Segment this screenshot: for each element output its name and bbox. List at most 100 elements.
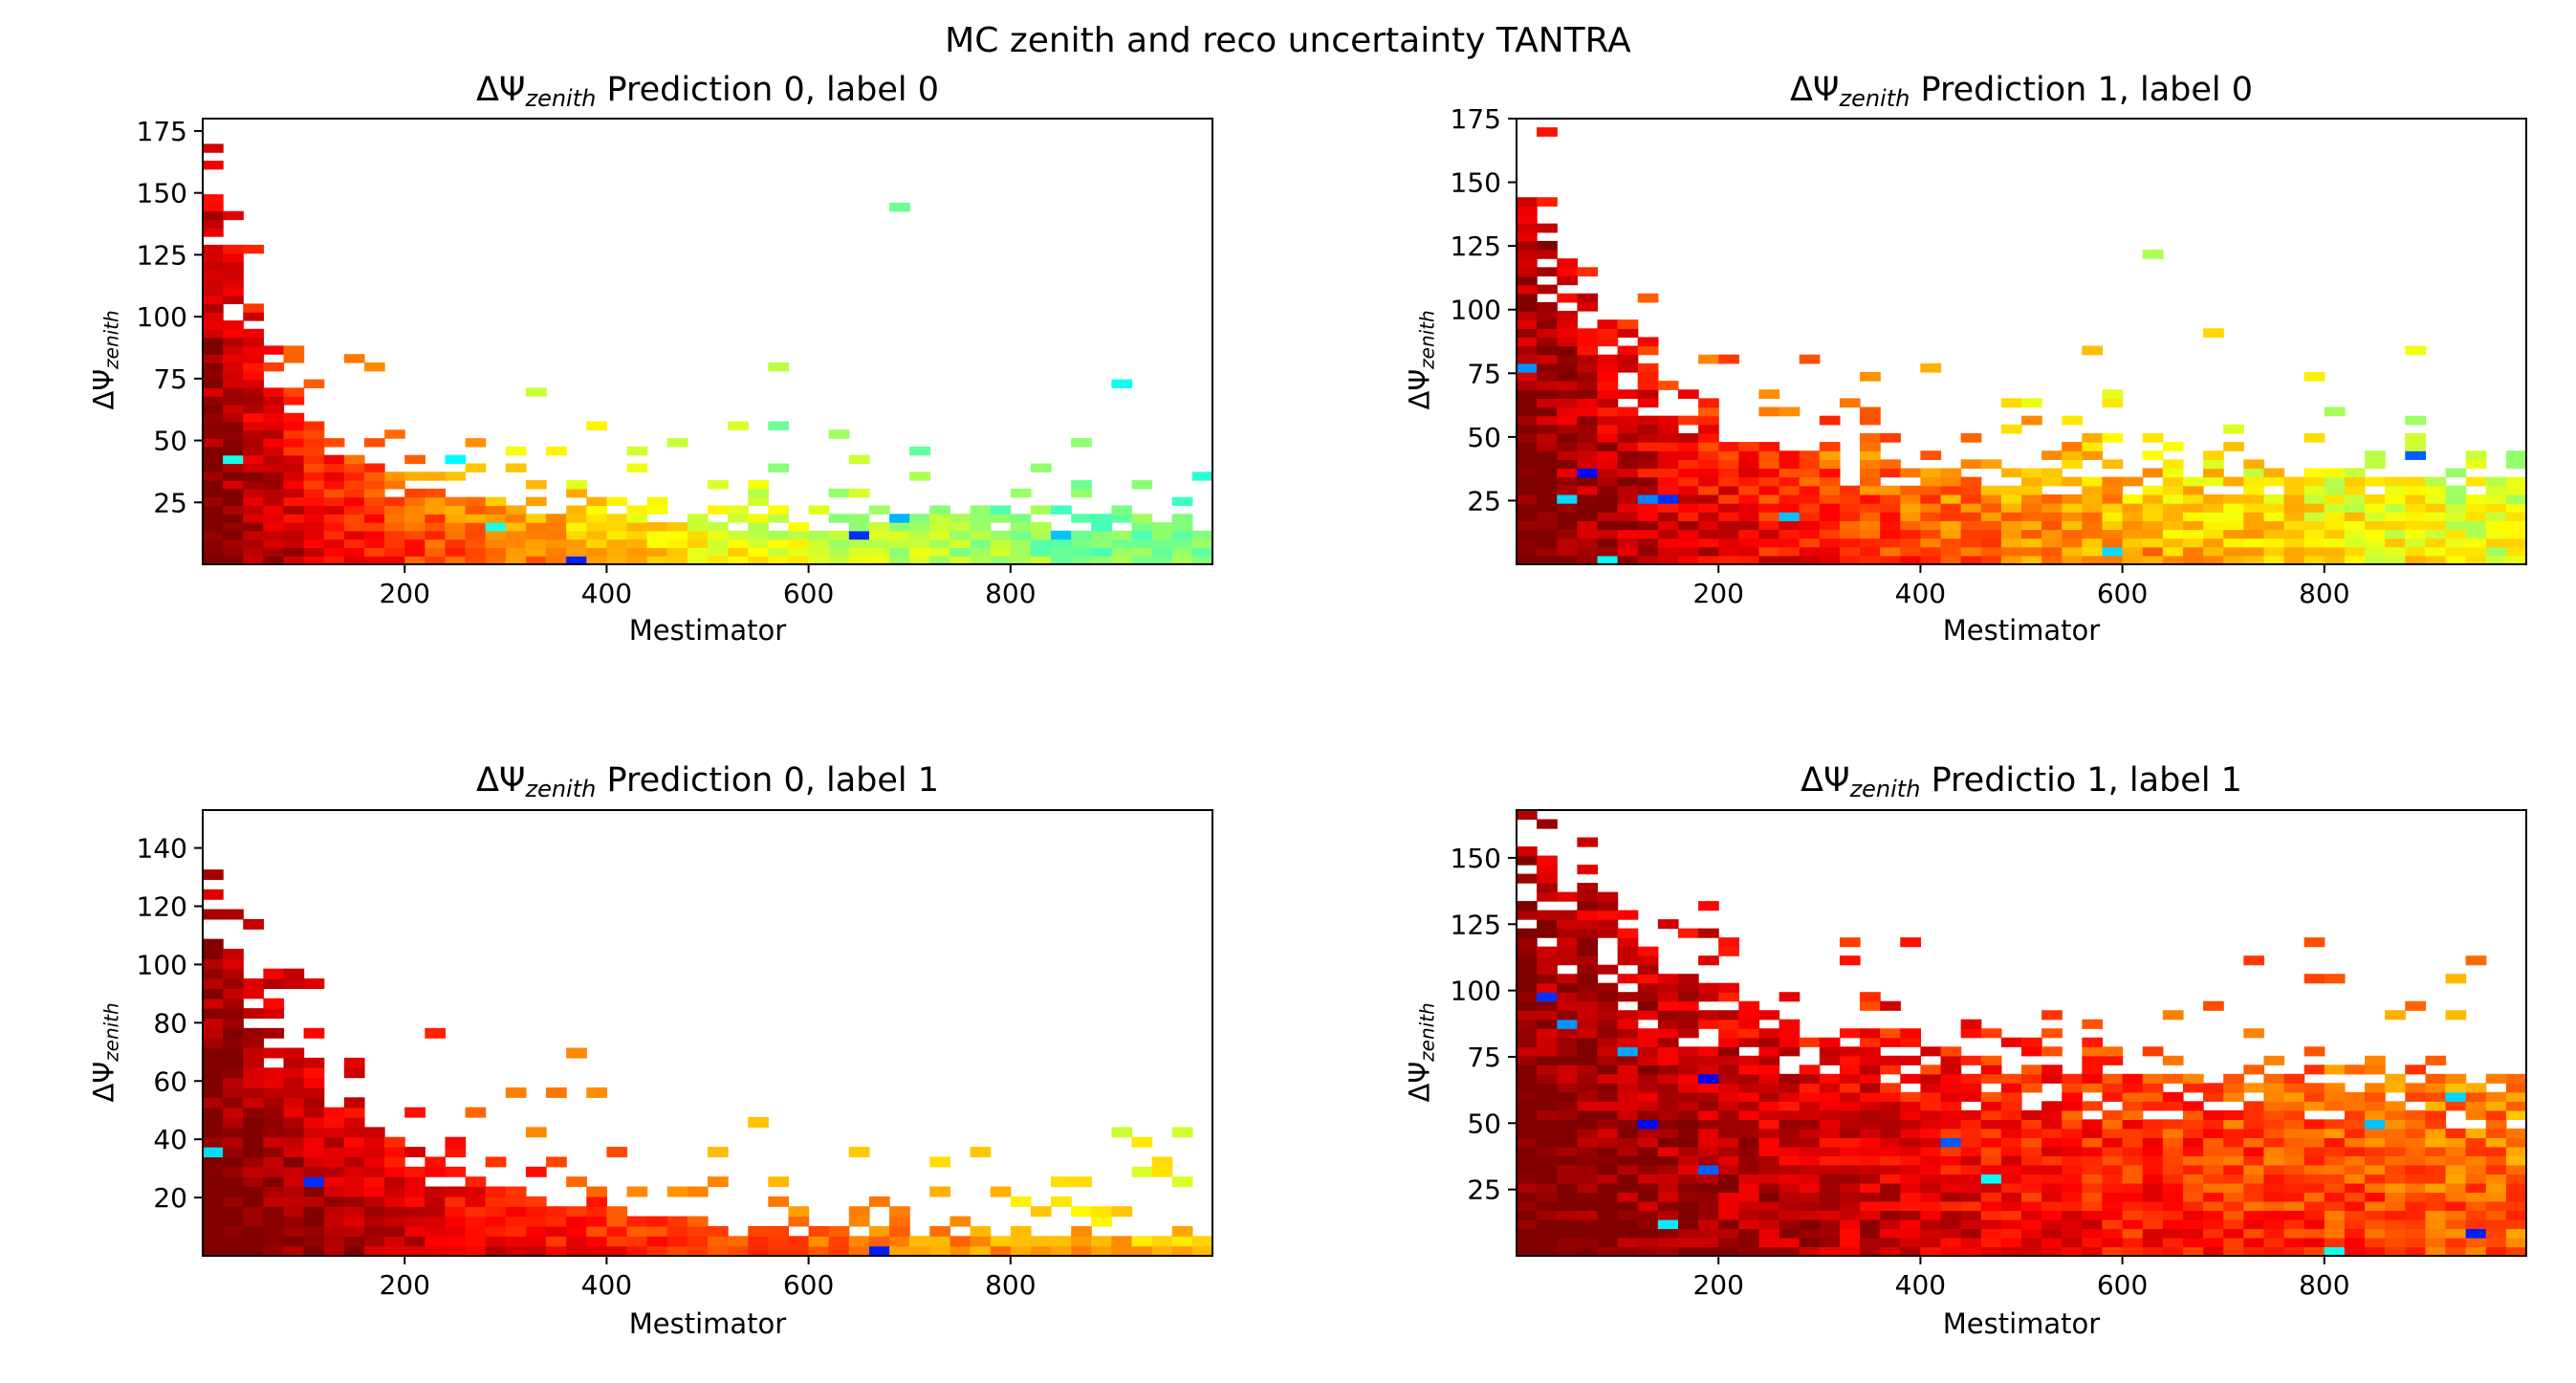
heatmap-cell	[1980, 1246, 2002, 1257]
heatmap-cell	[2324, 974, 2346, 984]
heatmap-cell	[2243, 1246, 2265, 1257]
heatmap-cell	[2142, 512, 2164, 521]
heatmap-cell	[2243, 503, 2265, 513]
heatmap-cell	[1718, 1228, 1739, 1239]
heatmap-cell	[950, 1216, 971, 1227]
heatmap-cell	[1517, 964, 1538, 975]
heatmap-cell	[1819, 1128, 1841, 1138]
heatmap-cell	[1517, 476, 1538, 487]
heatmap-cell	[728, 1236, 749, 1247]
heatmap-cell	[1677, 520, 1699, 531]
heatmap-cell	[889, 556, 910, 565]
heatmap-cell	[546, 522, 567, 532]
heatmap-cell	[1577, 546, 1599, 557]
heatmap-cell	[1980, 538, 2002, 548]
heatmap-cell	[343, 547, 365, 557]
heatmap-cell	[2102, 1137, 2124, 1148]
heatmap-cell	[1799, 1218, 1821, 1230]
heatmap-cell	[1537, 1228, 1558, 1239]
heatmap-cell	[1779, 1091, 1801, 1102]
heatmap-cell	[1698, 901, 1719, 911]
heatmap-cell	[2142, 1073, 2164, 1084]
heatmap-cell	[2223, 538, 2244, 548]
heatmap-cell	[748, 556, 769, 565]
heatmap-cell	[2344, 1192, 2366, 1202]
heatmap-cell	[303, 480, 325, 490]
heatmap-cell	[2082, 485, 2104, 495]
heatmap-cell	[243, 978, 264, 989]
heatmap-cell	[2283, 1237, 2305, 1248]
heatmap-cell	[2405, 442, 2426, 451]
heatmap-cell	[2182, 476, 2204, 487]
heatmap-cell	[2162, 503, 2184, 513]
heatmap-cell	[505, 446, 527, 456]
heatmap-cell	[1517, 1128, 1538, 1138]
heatmap-cell	[1171, 556, 1193, 565]
heatmap-cell	[1839, 1210, 1861, 1220]
heatmap-cell	[263, 1196, 285, 1207]
heatmap-cell	[2405, 520, 2426, 531]
heatmap-cell	[1860, 432, 1881, 443]
heatmap-cell	[1577, 937, 1599, 948]
heatmap-cell	[1839, 1174, 1861, 1184]
heatmap-cell	[1779, 1182, 1801, 1194]
heatmap-cell	[1718, 946, 1739, 956]
heatmap-cell	[1738, 1137, 1760, 1148]
heatmap-cell	[1758, 494, 1780, 504]
heatmap-cell	[566, 538, 587, 549]
heatmap-cell	[1577, 946, 1599, 956]
heatmap-cell	[525, 530, 547, 540]
heatmap-cell	[1677, 1065, 1699, 1075]
x-axis-label-0: Mestimator	[628, 614, 787, 647]
heatmap-cell	[1779, 1164, 1801, 1175]
heatmap-cell	[223, 522, 244, 532]
heatmap-cell	[1151, 530, 1173, 540]
heatmap-cell	[425, 514, 447, 523]
heatmap-cell	[2465, 1237, 2487, 1248]
heatmap-cell	[485, 547, 507, 557]
heatmap-cell	[768, 514, 790, 523]
heatmap-cell	[445, 1196, 467, 1207]
heatmap-cell	[2041, 1228, 2063, 1239]
heatmap-cell	[2263, 538, 2285, 548]
heatmap-cell	[1537, 1246, 1558, 1257]
heatmap-cell	[2263, 1137, 2285, 1148]
heatmap-cell	[2263, 476, 2285, 487]
heatmap-cell	[283, 1216, 305, 1227]
heatmap-cell	[303, 538, 325, 549]
heatmap-cell	[1758, 538, 1780, 548]
heatmap-cell	[263, 345, 285, 355]
heatmap-cell	[2223, 1228, 2244, 1239]
heatmap-cell	[2122, 1109, 2144, 1120]
heatmap-cell	[425, 1245, 447, 1257]
heatmap-cell	[2142, 1210, 2164, 1220]
heatmap-cell	[1577, 1046, 1599, 1057]
heatmap-cell	[2000, 512, 2022, 521]
heatmap-cell	[2405, 1155, 2426, 1166]
heatmap-cell	[1537, 1046, 1558, 1057]
heatmap-cell	[263, 429, 285, 439]
heatmap-cell	[2182, 1192, 2204, 1202]
heatmap-cell	[343, 1156, 365, 1168]
heatmap-cell	[2203, 1164, 2224, 1175]
heatmap-cell	[728, 505, 749, 515]
heatmap-cell	[2405, 432, 2426, 443]
heatmap-cell	[2263, 1073, 2285, 1084]
heatmap-cell	[1637, 1091, 1659, 1102]
heatmap-cell	[425, 1206, 447, 1218]
heatmap-cell	[1758, 476, 1780, 487]
heatmap-cell	[1577, 406, 1599, 417]
heatmap-cell	[203, 472, 224, 481]
heatmap-cell	[2142, 1164, 2164, 1175]
heatmap-cell	[1758, 1119, 1780, 1130]
heatmap-cell	[1738, 1128, 1760, 1138]
heatmap-cell	[263, 1156, 285, 1168]
heatmap-cell	[2000, 1073, 2022, 1084]
heatmap-cell	[1758, 1246, 1780, 1257]
heatmap-cell	[586, 522, 607, 532]
heatmap-cell	[708, 547, 729, 557]
heatmap-cell	[1071, 1236, 1092, 1247]
heatmap-cell	[2142, 1046, 2164, 1057]
heatmap-cell	[263, 547, 285, 557]
heatmap-cell	[2445, 520, 2467, 531]
